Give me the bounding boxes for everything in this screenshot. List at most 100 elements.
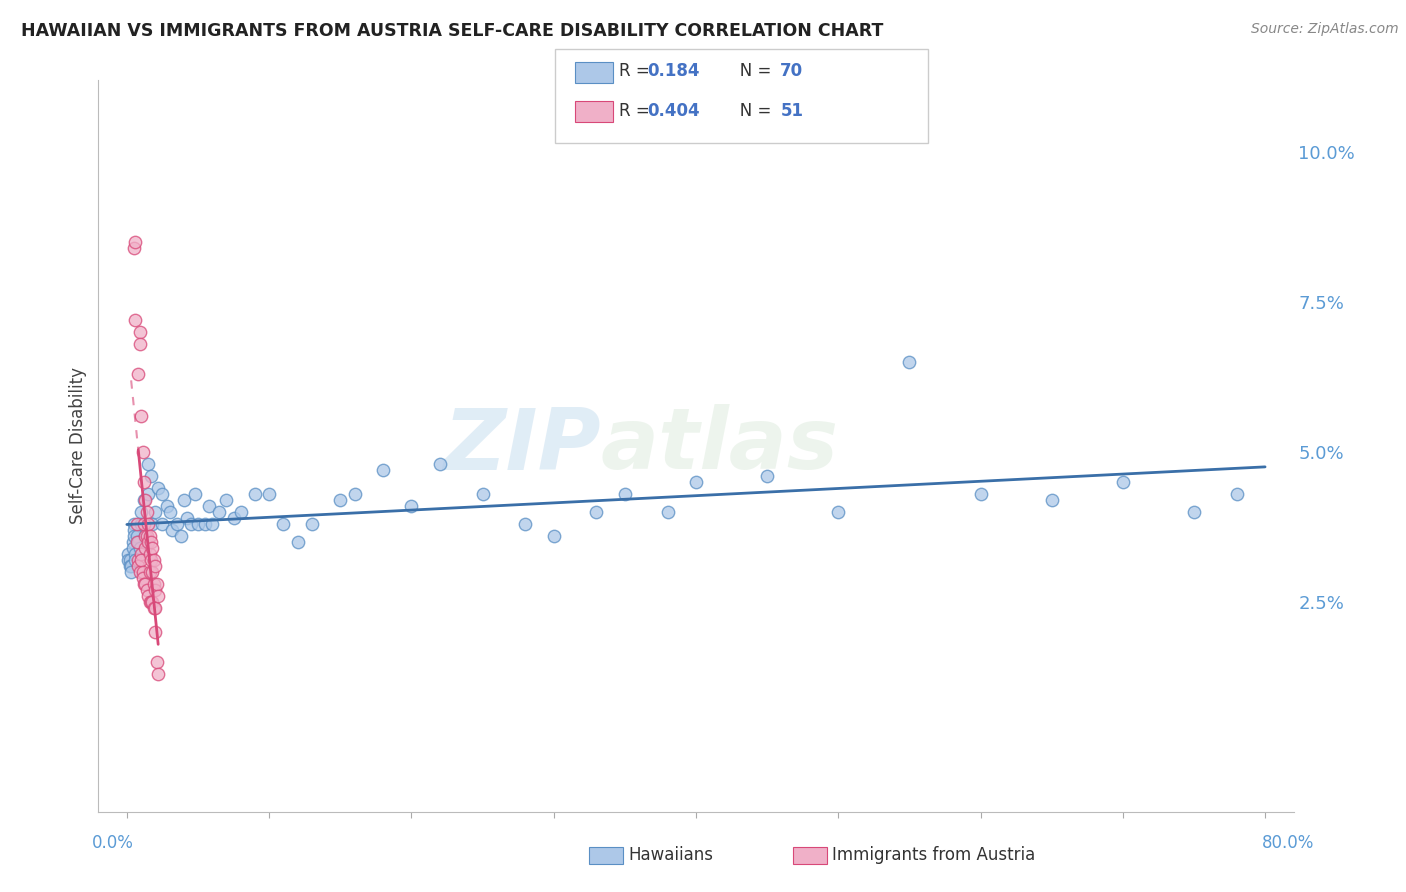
Point xyxy=(141,595,163,609)
Point xyxy=(122,241,145,255)
Point xyxy=(129,409,152,423)
Point xyxy=(176,511,198,525)
Text: 70: 70 xyxy=(780,62,803,80)
Point xyxy=(198,499,221,513)
Text: Source: ZipAtlas.com: Source: ZipAtlas.com xyxy=(1251,22,1399,37)
Point xyxy=(184,487,207,501)
Text: N =: N = xyxy=(724,62,776,80)
Point xyxy=(125,529,148,543)
Point xyxy=(128,325,150,339)
Point xyxy=(142,600,165,615)
Point xyxy=(117,553,139,567)
Point xyxy=(136,516,159,531)
Point xyxy=(127,558,149,573)
Point xyxy=(145,655,167,669)
Point xyxy=(138,529,160,543)
Point xyxy=(134,529,156,543)
Text: HAWAIIAN VS IMMIGRANTS FROM AUSTRIA SELF-CARE DISABILITY CORRELATION CHART: HAWAIIAN VS IMMIGRANTS FROM AUSTRIA SELF… xyxy=(21,22,883,40)
Point xyxy=(162,523,184,537)
Point xyxy=(222,511,245,525)
Point xyxy=(143,558,166,573)
Point xyxy=(287,535,309,549)
Point xyxy=(515,516,537,531)
Point xyxy=(159,505,181,519)
Point xyxy=(401,499,423,513)
Point xyxy=(124,313,146,327)
Point xyxy=(132,475,155,489)
Point xyxy=(173,492,195,507)
Point xyxy=(135,582,157,597)
Point xyxy=(135,505,157,519)
Text: Immigrants from Austria: Immigrants from Austria xyxy=(832,847,1036,864)
Point xyxy=(122,516,145,531)
Point xyxy=(124,547,146,561)
Point xyxy=(120,565,142,579)
Point xyxy=(1112,475,1135,489)
Point xyxy=(243,487,266,501)
Point xyxy=(208,505,231,519)
Point xyxy=(969,487,991,501)
Point xyxy=(136,535,159,549)
Text: 80.0%: 80.0% xyxy=(1263,834,1315,852)
Point xyxy=(141,516,163,531)
Point xyxy=(143,505,166,519)
Point xyxy=(187,516,209,531)
Point xyxy=(685,475,707,489)
Point xyxy=(543,529,565,543)
Point xyxy=(128,337,150,351)
Point xyxy=(131,565,153,579)
Point xyxy=(1040,492,1063,507)
Point xyxy=(152,487,174,501)
Point xyxy=(215,492,238,507)
Point xyxy=(139,553,162,567)
Point xyxy=(132,492,155,507)
Point xyxy=(827,505,849,519)
Point xyxy=(118,558,141,573)
Point xyxy=(138,595,160,609)
Point xyxy=(122,523,145,537)
Y-axis label: Self-Care Disability: Self-Care Disability xyxy=(69,368,87,524)
Point xyxy=(129,547,152,561)
Point xyxy=(127,535,149,549)
Point xyxy=(128,541,150,555)
Point xyxy=(170,529,193,543)
Point xyxy=(429,457,451,471)
Point xyxy=(129,516,152,531)
Point xyxy=(125,516,148,531)
Point xyxy=(127,367,149,381)
Point xyxy=(301,516,323,531)
Text: ZIP: ZIP xyxy=(443,404,600,488)
Point xyxy=(898,355,921,369)
Point xyxy=(131,445,153,459)
Point xyxy=(148,666,170,681)
Text: 0.404: 0.404 xyxy=(647,102,699,120)
Point xyxy=(148,589,170,603)
Point xyxy=(141,565,163,579)
Point xyxy=(1182,505,1205,519)
Point xyxy=(138,565,160,579)
Point xyxy=(129,553,152,567)
Point xyxy=(471,487,494,501)
Point xyxy=(166,516,188,531)
Point xyxy=(120,558,142,573)
Point xyxy=(136,457,159,471)
Point xyxy=(257,487,280,501)
Point xyxy=(121,535,143,549)
Point xyxy=(134,492,156,507)
Point xyxy=(134,577,156,591)
Point xyxy=(128,565,150,579)
Point xyxy=(134,529,156,543)
Text: N =: N = xyxy=(724,102,776,120)
Point xyxy=(229,505,252,519)
Point xyxy=(194,516,217,531)
Point xyxy=(1226,487,1249,501)
Text: atlas: atlas xyxy=(600,404,838,488)
Point xyxy=(118,553,141,567)
Point xyxy=(142,577,165,591)
Point xyxy=(117,547,139,561)
Point xyxy=(657,505,679,519)
Point xyxy=(136,589,159,603)
Point xyxy=(139,535,162,549)
Point xyxy=(152,516,174,531)
Point xyxy=(273,516,295,531)
